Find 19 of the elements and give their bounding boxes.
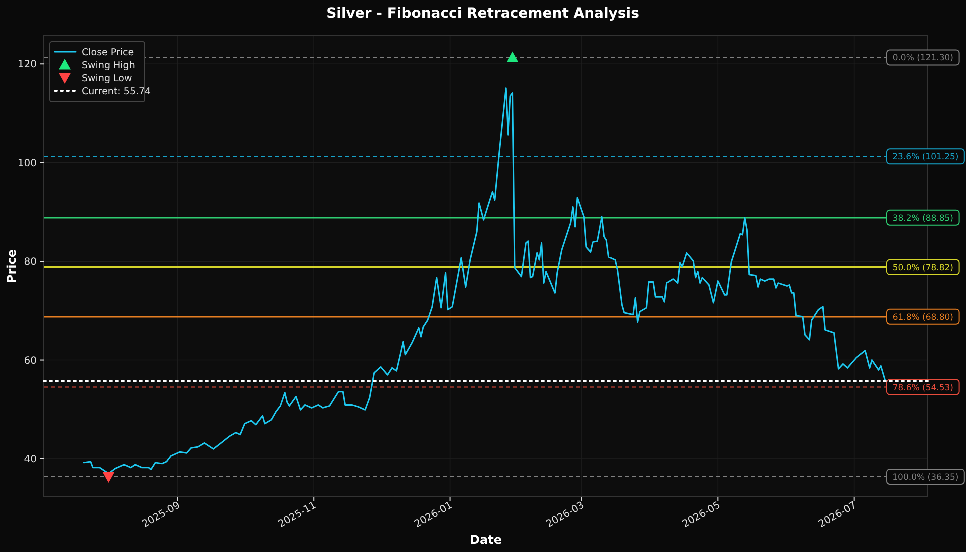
legend-label: Current: 55.74: [82, 86, 152, 98]
chart-title: Silver - Fibonacci Retracement Analysis: [326, 6, 640, 22]
y-tick-label: 80: [24, 257, 37, 268]
ref-line-label: 50.0% (78.82): [892, 263, 954, 274]
legend-label: Swing High: [82, 60, 136, 72]
ref-line-label: 61.8% (68.80): [892, 312, 954, 323]
y-tick-label: 60: [24, 356, 37, 367]
ref-line-label: 78.6% (54.53): [892, 383, 954, 394]
ref-line-label: 23.6% (101.25): [892, 152, 959, 163]
y-axis-title: Price: [5, 249, 19, 284]
ref-line-label: 0.0% (121.30): [892, 54, 954, 64]
legend-label: Swing Low: [82, 74, 132, 84]
ref-line-label: 38.2% (88.85): [892, 214, 954, 224]
y-tick-label: 100: [18, 158, 37, 170]
x-axis-title: Date: [470, 533, 502, 547]
y-tick-label: 40: [24, 454, 37, 466]
ref-line-label: 100.0% (36.35): [892, 473, 959, 484]
y-tick-label: 120: [18, 60, 37, 71]
legend-label: Close Price: [82, 48, 134, 58]
